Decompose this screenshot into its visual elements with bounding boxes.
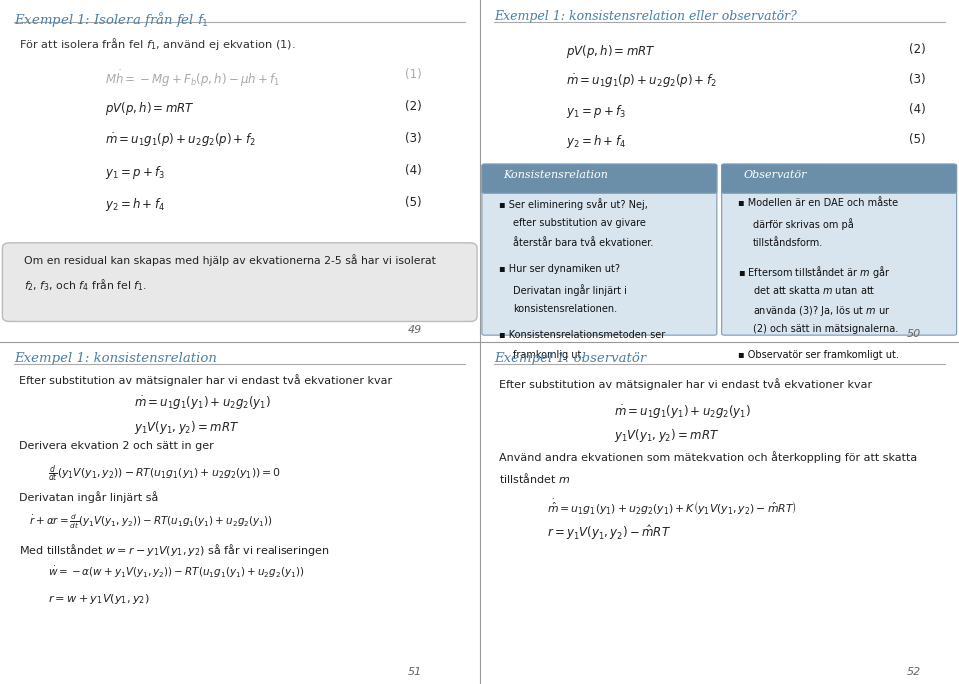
Text: Derivatan ingår linjärt så: Derivatan ingår linjärt så [19, 491, 158, 503]
Text: För att isolera från fel $f_1$, använd ej ekvation (1).: För att isolera från fel $f_1$, använd e… [19, 36, 295, 52]
Text: $\dot{m} = u_1 g_1(p) + u_2 g_2(p) + f_2$: $\dot{m} = u_1 g_1(p) + u_2 g_2(p) + f_2… [566, 73, 716, 90]
Text: konsistensrelationen.: konsistensrelationen. [513, 304, 618, 314]
FancyBboxPatch shape [722, 164, 956, 194]
Text: (4): (4) [909, 103, 925, 116]
Text: Efter substitution av mätsignaler har vi endast två ekvationer kvar: Efter substitution av mätsignaler har vi… [499, 378, 872, 390]
FancyBboxPatch shape [722, 164, 956, 335]
Text: (5): (5) [909, 133, 925, 146]
Text: $\dot{\hat{m}} = u_1 g_1(y_1) + u_2 g_2(y_1) + K\left(y_1 V(y_1,y_2) - \hat{m}RT: $\dot{\hat{m}} = u_1 g_1(y_1) + u_2 g_2(… [547, 498, 797, 517]
Text: ▪ Modellen är en DAE och måste: ▪ Modellen är en DAE och måste [738, 198, 899, 209]
Text: (3): (3) [909, 73, 925, 86]
Text: Derivatan ingår linjärt i: Derivatan ingår linjärt i [513, 284, 627, 295]
Text: (2): (2) [909, 42, 925, 56]
Text: det att skatta $m$ utan att: det att skatta $m$ utan att [753, 284, 876, 296]
Text: (3): (3) [406, 132, 422, 145]
Text: (1): (1) [406, 68, 422, 81]
Text: ▪ Hur ser dynamiken ut?: ▪ Hur ser dynamiken ut? [499, 264, 620, 274]
Text: $y_1 V(y_1,y_2) = mRT$: $y_1 V(y_1,y_2) = mRT$ [614, 427, 719, 444]
Text: $\dot{m} = u_1 g_1(y_1) + u_2 g_2(y_1)$: $\dot{m} = u_1 g_1(y_1) + u_2 g_2(y_1)$ [134, 395, 271, 412]
Text: $pV(p,h) = mRT$: $pV(p,h) = mRT$ [105, 101, 195, 117]
Text: 51: 51 [408, 667, 422, 677]
Text: 52: 52 [906, 667, 921, 677]
Text: 49: 49 [408, 325, 422, 335]
Text: Använd andra ekvationen som mätekvation och återkoppling för att skatta: Använd andra ekvationen som mätekvation … [499, 451, 917, 462]
Text: $\frac{d}{dt}\left(y_1 V(y_1,y_2)\right) - RT\left(u_1 g_1(y_1) + u_2 g_2(y_1)\r: $\frac{d}{dt}\left(y_1 V(y_1,y_2)\right)… [48, 464, 281, 485]
Text: Derivera ekvation 2 och sätt in ger: Derivera ekvation 2 och sätt in ger [19, 441, 214, 451]
Text: $\dot{m} = u_1 g_1(p) + u_2 g_2(p) + f_2$: $\dot{m} = u_1 g_1(p) + u_2 g_2(p) + f_2… [105, 132, 256, 150]
Text: Exempel 1: observatör: Exempel 1: observatör [494, 352, 646, 365]
Text: $y_1 = p + f_3$: $y_1 = p + f_3$ [566, 103, 625, 120]
Text: (5): (5) [406, 196, 422, 209]
Text: $r = y_1 V(y_1,y_2) - \hat{m}RT$: $r = y_1 V(y_1,y_2) - \hat{m}RT$ [547, 523, 670, 542]
Text: använda (3)? Ja, lös ut $m$ ur: använda (3)? Ja, lös ut $m$ ur [753, 304, 890, 317]
Text: $y_1 V(y_1, y_2) = mRT$: $y_1 V(y_1, y_2) = mRT$ [134, 419, 240, 436]
Text: $M\dot{h} = -Mg + F_b(p,h) - \mu h + f_1$: $M\dot{h} = -Mg + F_b(p,h) - \mu h + f_1… [105, 68, 281, 89]
Text: återstår bara två ekvationer.: återstår bara två ekvationer. [513, 238, 653, 248]
Text: $y_2 = h + f_4$: $y_2 = h + f_4$ [566, 133, 626, 150]
Text: $pV(p,h) = mRT$: $pV(p,h) = mRT$ [566, 42, 655, 60]
FancyBboxPatch shape [481, 164, 716, 335]
Text: Observatör: Observatör [743, 170, 807, 180]
Text: $r = w + y_1 V(y_1,y_2)$: $r = w + y_1 V(y_1,y_2)$ [48, 592, 150, 605]
Text: ▪ Ser eliminering svår ut? Nej,: ▪ Ser eliminering svår ut? Nej, [499, 198, 647, 210]
Text: ▪ Observatör ser framkomligt ut.: ▪ Observatör ser framkomligt ut. [738, 350, 900, 360]
FancyBboxPatch shape [3, 243, 478, 321]
Text: (2): (2) [406, 101, 422, 114]
Text: Med tillståndet $w = r - y_1 V(y_1,y_2)$ så får vi realiseringen: Med tillståndet $w = r - y_1 V(y_1,y_2)$… [19, 542, 330, 558]
Text: $f_2$, $f_3$, och $f_4$ från fel $f_1$.: $f_2$, $f_3$, och $f_4$ från fel $f_1$. [24, 277, 147, 293]
Text: $\dot{r} + \alpha r = \frac{d}{dt}\left(y_1 V(y_1,y_2)\right) - RT\left(u_1 g_1(: $\dot{r} + \alpha r = \frac{d}{dt}\left(… [29, 513, 272, 531]
Text: $y_1 = p + f_3$: $y_1 = p + f_3$ [105, 164, 165, 181]
Text: Exempel 1: konsistensrelation eller observatör?: Exempel 1: konsistensrelation eller obse… [494, 10, 797, 23]
Text: Efter substitution av mätsignaler har vi endast två ekvationer kvar: Efter substitution av mätsignaler har vi… [19, 375, 392, 386]
Text: $\dot{w} = -\alpha\left(w + y_1 V(y_1,y_2)\right) - RT\left(u_1 g_1(y_1) + u_2 g: $\dot{w} = -\alpha\left(w + y_1 V(y_1,y_… [48, 564, 304, 579]
Text: $\dot{m} = u_1 g_1(y_1) + u_2 g_2(y_1)$: $\dot{m} = u_1 g_1(y_1) + u_2 g_2(y_1)$ [614, 404, 751, 421]
Text: Om en residual kan skapas med hjälp av ekvationerna 2-5 så har vi isolerat: Om en residual kan skapas med hjälp av e… [24, 254, 435, 266]
Text: ▪ Konsistensrelationsmetoden ser: ▪ Konsistensrelationsmetoden ser [499, 330, 665, 340]
Text: framkomlig ut.: framkomlig ut. [513, 350, 584, 360]
Text: därför skrivas om på: därför skrivas om på [753, 218, 854, 230]
Text: Exempel 1: konsistensrelation: Exempel 1: konsistensrelation [14, 352, 218, 365]
Text: efter substitution av givare: efter substitution av givare [513, 218, 646, 228]
Text: 50: 50 [906, 328, 921, 339]
Text: tillståndsform.: tillståndsform. [753, 238, 823, 248]
Text: Exempel 1: Isolera från fel $f_1$: Exempel 1: Isolera från fel $f_1$ [14, 10, 209, 29]
FancyBboxPatch shape [481, 164, 716, 194]
Text: ▪ Eftersom tillståndet är $m$ går: ▪ Eftersom tillståndet är $m$ går [738, 264, 891, 280]
Text: tillståndet $m$: tillståndet $m$ [499, 471, 571, 485]
Text: Konsistensrelation: Konsistensrelation [503, 170, 608, 180]
Text: (2) och sätt in mätsignalerna.: (2) och sätt in mätsignalerna. [753, 324, 898, 334]
Text: (4): (4) [406, 164, 422, 177]
Text: $y_2 = h + f_4$: $y_2 = h + f_4$ [105, 196, 166, 213]
